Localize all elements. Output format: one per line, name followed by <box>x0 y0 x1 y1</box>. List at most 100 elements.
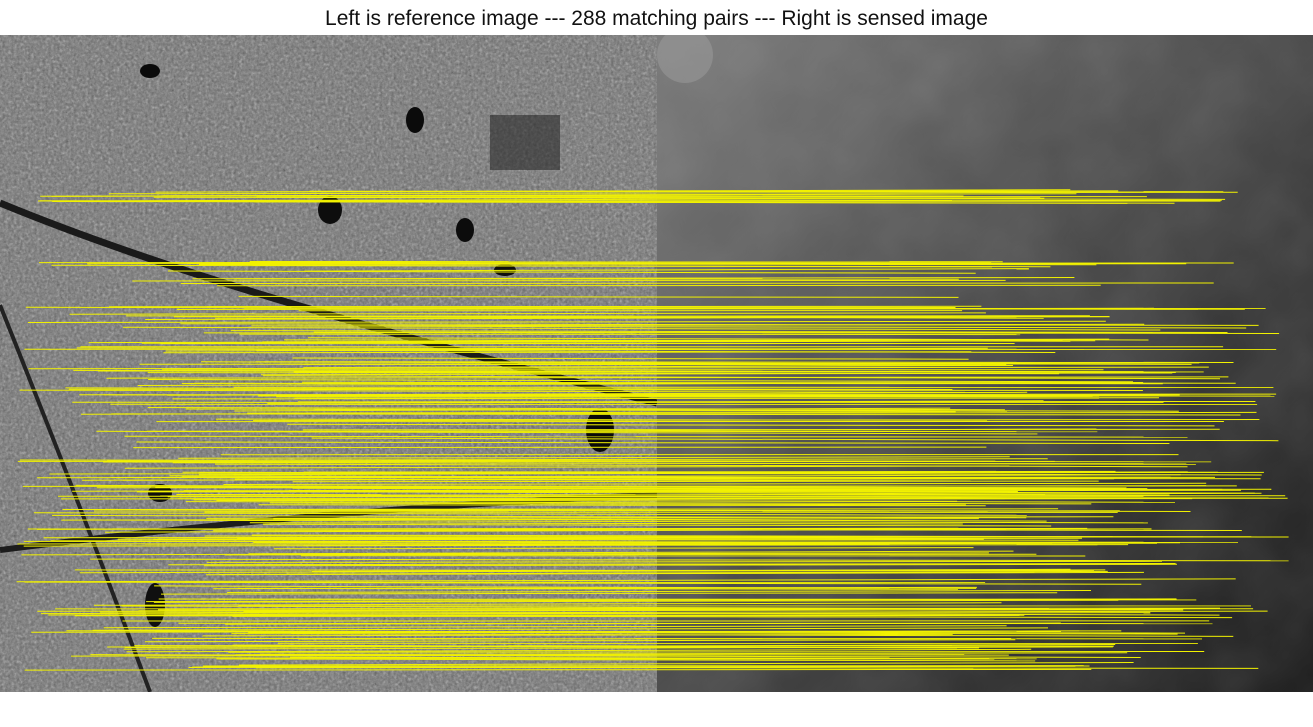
match-line <box>144 639 1016 643</box>
match-line <box>230 458 1048 461</box>
match-line <box>206 516 1114 519</box>
match-line <box>79 569 1106 574</box>
match-line <box>188 665 1076 668</box>
match-line <box>238 662 1134 666</box>
match-line <box>89 519 1148 524</box>
match-line <box>40 193 1077 197</box>
match-line <box>23 540 1239 543</box>
match-line <box>228 651 1205 653</box>
match-line <box>249 522 963 525</box>
match-line <box>169 475 1032 479</box>
match-line <box>234 478 971 482</box>
match-line <box>185 501 1092 505</box>
match-line <box>216 500 958 502</box>
match-line <box>40 610 1268 615</box>
match-line <box>145 316 1110 320</box>
match-line <box>103 625 1007 629</box>
match-line <box>80 411 1257 415</box>
match-line <box>103 461 1196 465</box>
match-line <box>22 485 1237 487</box>
match-line <box>262 338 1110 343</box>
match-line <box>303 365 1014 369</box>
match-lines <box>16 189 1289 671</box>
match-line <box>154 585 977 589</box>
match-line <box>65 387 953 390</box>
match-line <box>153 599 1119 603</box>
match-line <box>314 408 1008 412</box>
match-line <box>23 544 1129 547</box>
match-line <box>134 645 1114 647</box>
match-line <box>24 668 1092 671</box>
match-line <box>311 568 1071 572</box>
match-line <box>230 200 1221 203</box>
match-line <box>138 608 955 612</box>
match-line <box>93 602 1002 606</box>
match-line <box>239 333 1021 336</box>
match-line <box>124 465 1010 469</box>
match-line <box>225 622 1061 625</box>
match-line <box>96 487 1148 489</box>
match-line <box>253 542 1016 544</box>
match-line <box>165 347 988 352</box>
match-line <box>269 502 966 506</box>
match-line <box>122 326 1161 331</box>
match-line <box>168 563 1176 566</box>
match-line <box>108 191 1238 195</box>
match-line <box>214 463 1188 468</box>
match-line <box>121 605 1050 610</box>
match-line <box>62 200 953 202</box>
match-line <box>82 478 1115 481</box>
match-line <box>262 523 1052 527</box>
match-line <box>232 614 1020 617</box>
match-line <box>20 459 996 462</box>
match-line <box>167 270 976 274</box>
match-line <box>167 495 1286 498</box>
match-line <box>176 494 1170 496</box>
match-line <box>173 315 1090 318</box>
match-line <box>237 587 959 590</box>
match-line <box>153 539 1079 541</box>
match-line <box>204 563 1178 567</box>
match-line <box>90 558 1289 562</box>
figure-title: Left is reference image --- 288 matching… <box>325 7 988 30</box>
match-line <box>133 446 987 449</box>
match-line <box>224 553 1037 556</box>
match-line <box>252 264 1051 268</box>
match-line <box>303 362 1200 365</box>
match-line <box>249 394 965 397</box>
match-line <box>234 407 951 412</box>
match-line <box>106 376 1229 379</box>
match-line <box>150 370 1204 373</box>
match-line <box>139 363 982 366</box>
match-line <box>313 331 1280 334</box>
match-line <box>273 518 1047 522</box>
match-line <box>287 423 1215 427</box>
match-line <box>92 627 1049 631</box>
match-line <box>311 437 1279 442</box>
match-line <box>206 560 1163 563</box>
match-line <box>247 411 956 414</box>
match-line <box>19 389 966 393</box>
match-line <box>37 609 1112 612</box>
match-line <box>192 278 959 280</box>
match-line <box>33 512 1027 516</box>
match-line <box>219 571 1035 575</box>
match-line <box>72 488 1272 492</box>
match-line <box>69 312 986 315</box>
match-line <box>292 357 969 360</box>
match-line <box>202 633 953 637</box>
match-line <box>215 418 988 421</box>
match-line <box>273 547 974 550</box>
match-line <box>201 361 1192 365</box>
match-line <box>124 435 1188 438</box>
match-line <box>181 476 1261 480</box>
match-line <box>160 592 1058 595</box>
match-line <box>258 504 986 507</box>
match-line <box>227 590 1092 593</box>
match-line <box>31 630 1122 633</box>
match-line <box>117 537 1083 540</box>
match-line <box>27 320 1106 323</box>
match-line <box>181 382 1144 384</box>
match-line <box>298 638 1012 640</box>
match-line <box>28 366 1209 370</box>
